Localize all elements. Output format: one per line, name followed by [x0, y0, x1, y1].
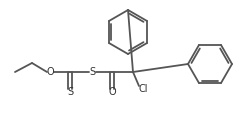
Text: O: O [46, 67, 54, 77]
Text: S: S [67, 87, 73, 97]
Text: S: S [89, 67, 95, 77]
Text: Cl: Cl [138, 84, 147, 94]
Text: O: O [108, 87, 115, 97]
